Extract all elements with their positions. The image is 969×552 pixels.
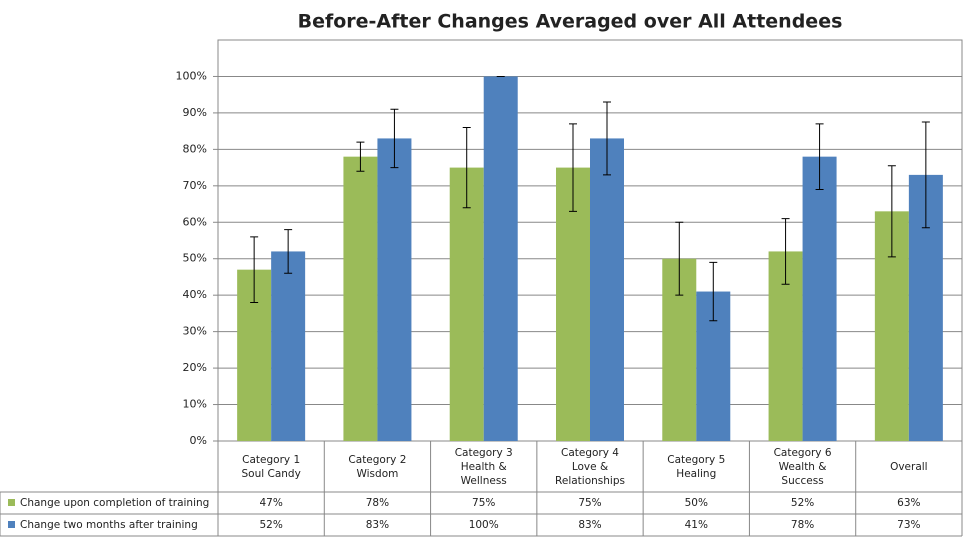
y-tick-label: 10% <box>183 398 207 411</box>
table-value: 100% <box>468 519 499 531</box>
bar <box>556 167 590 441</box>
y-tick-label: 20% <box>183 361 207 374</box>
error-bar <box>781 218 790 285</box>
category-label: Category 3 Health & Wellness <box>454 447 513 487</box>
table-value: 73% <box>897 519 921 531</box>
y-tick-label: 60% <box>183 215 207 228</box>
table-value: 75% <box>472 497 496 509</box>
bar <box>343 156 378 441</box>
legend-swatch <box>8 499 15 506</box>
category-label: Category 5 Healing <box>667 454 726 480</box>
table-value: 52% <box>790 497 815 509</box>
legend-swatch <box>8 521 15 528</box>
error-bar <box>815 123 824 190</box>
table-value: 78% <box>790 519 815 531</box>
y-tick-label: 90% <box>183 106 207 119</box>
table-value: 41% <box>684 519 708 531</box>
table-value: 47% <box>259 497 283 509</box>
error-bar <box>675 221 684 296</box>
category-label: Overall <box>890 461 928 473</box>
y-tick-label: 50% <box>183 252 207 265</box>
table-value: 63% <box>897 497 921 509</box>
error-bar <box>250 236 259 303</box>
bar <box>449 167 484 441</box>
legend-label: Change upon completion of training <box>20 497 210 509</box>
error-bar <box>284 229 293 274</box>
category-label: Category 4 Love & Relationships <box>555 447 625 487</box>
y-tick-label: 80% <box>183 142 207 155</box>
category-label: Category 1 Soul Candy <box>241 454 301 480</box>
error-bar <box>462 126 471 209</box>
error-bar <box>709 261 718 322</box>
table-value: 50% <box>684 497 708 509</box>
table-value: 75% <box>578 497 602 509</box>
error-bar <box>390 108 399 169</box>
y-tick-label: 0% <box>190 434 207 447</box>
bar <box>271 251 306 441</box>
error-bar <box>887 165 896 258</box>
error-bar <box>921 121 930 229</box>
table-value: 83% <box>578 519 602 531</box>
bar <box>483 76 518 442</box>
table-value: 83% <box>365 519 390 531</box>
error-bar <box>603 101 611 176</box>
bar <box>590 138 624 441</box>
chart-title: Before-After Changes Averaged over All A… <box>298 11 843 33</box>
y-tick-label: 70% <box>183 179 207 192</box>
legend-label: Change two months after training <box>20 519 198 531</box>
error-bar <box>356 141 365 172</box>
y-tick-label: 30% <box>183 325 207 338</box>
bar <box>802 156 837 441</box>
bar <box>377 138 412 441</box>
category-label: Category 6 Wealth & Success <box>773 447 832 487</box>
table-value: 78% <box>365 497 390 509</box>
y-tick-label: 100% <box>176 69 207 82</box>
table-value: 52% <box>259 519 283 531</box>
category-label: Category 2 Wisdom <box>348 454 407 480</box>
error-bar <box>569 123 577 212</box>
y-tick-label: 40% <box>183 288 207 301</box>
